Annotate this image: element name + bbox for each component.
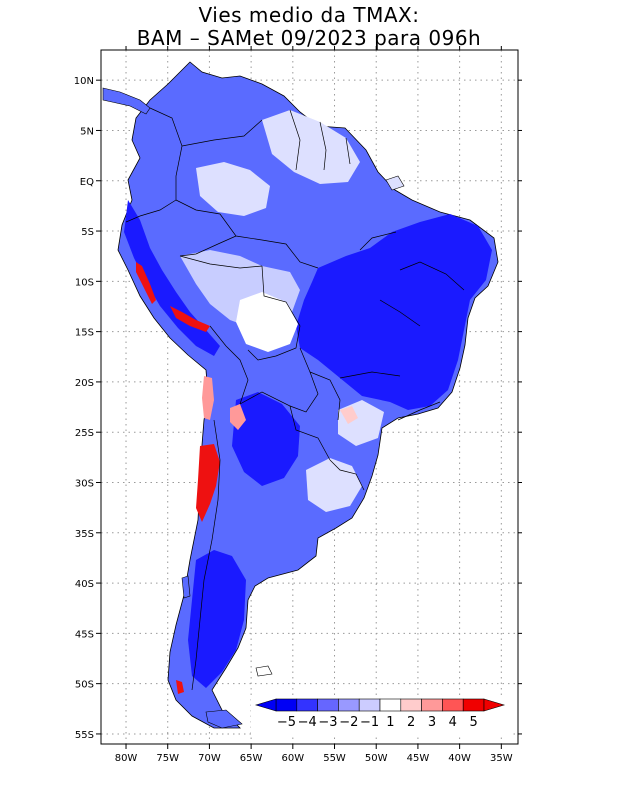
strong-blue-brazil-northeast [296,214,492,410]
red-patagonia-west [176,680,184,694]
map-title-line2: BAM – SAMet 09/2023 para 096h [136,26,482,50]
strong-blue-andes [124,200,220,356]
pink-paraguay [340,406,358,424]
lon-tick-label: 65W [240,753,263,764]
white-bolivia [236,292,298,352]
colorbar-label: 4 [449,715,457,730]
colorbar-box [275,698,298,712]
colorbar-labels: −5 −4 −3 −2 −1 1 2 3 4 5 [277,715,478,730]
colorbar-arrow-right [483,698,506,712]
colorbar-boxes [254,698,506,712]
lon-tick-label: 45W [407,753,430,764]
lat-tick-label: 5S [81,227,94,238]
lon-tick-label: 55W [323,753,346,764]
red-peru-highlands [170,306,210,332]
lon-tick-label: 75W [156,753,179,764]
lon-tick-label: 35W [490,753,513,764]
colorbar-label: −2 [339,715,358,730]
pink-argentina-northwest [230,404,246,430]
island-marajo [385,175,405,191]
colorbar-label: 1 [386,715,394,730]
red-peru-coast [136,262,156,304]
colorbar-label: 5 [469,715,477,730]
pale-guianas [262,110,360,184]
lon-tick-label: 50W [365,753,388,764]
lat-tick-label: 10S [75,277,94,288]
colorbar-box [442,698,464,712]
lon-tick-label: 60W [282,753,305,764]
lat-tick-label: 50S [75,680,94,691]
continent-layer [102,61,499,729]
tierra-del-fuego [205,709,243,729]
central-america-strip [102,87,151,115]
lat-tick-label: 45S [75,629,94,640]
colorbar-box [338,698,360,712]
colorbar-box [400,698,422,712]
strong-blue-patagonia [188,550,246,688]
strong-blue-chaco [232,392,300,486]
lat-tick-label: 20S [75,378,94,389]
map-frame-border [100,49,519,745]
colorbar-box [317,698,339,712]
lat-tick-label: 40S [75,579,94,590]
red-chile-central [196,444,220,522]
falkland-islands [255,665,273,677]
lat-tick-label: 55S [75,730,94,741]
colorbar-label: −1 [360,715,379,730]
colorbar: −5 −4 −3 −2 −1 1 2 3 4 5 [251,695,513,737]
colorbar-box [296,698,318,712]
colorbar-label: 2 [407,715,415,730]
pink-chile-north [202,376,214,420]
pale-amazon-north [196,162,270,216]
map-title-line1: Vies medio da TMAX: [198,3,420,27]
colorbar-label: 3 [428,715,436,730]
island-chiloe [181,575,191,599]
lat-tick-label: 30S [75,478,94,489]
lat-tick-label: EQ [80,177,94,188]
lon-tick-label: 40W [448,753,471,764]
axis-ticks: 80W 75W 70W 65W 60W 55W 50W 45W 40W 35W 10N 5N EQ 5S 1… [74,46,522,764]
lat-tick-label: 15S [75,328,94,339]
colorbar-box [462,698,485,712]
lon-tick-label: 70W [198,753,221,764]
colorbar-arrow-left [254,698,277,712]
lat-tick-label: 5N [80,126,94,137]
colorbar-box [379,698,402,712]
colorbar-label: −4 [298,715,317,730]
lon-tick-label: 80W [115,753,138,764]
colorbar-box [421,698,443,712]
colorbar-box [358,698,381,712]
lat-tick-label: 35S [75,529,94,540]
country-borders [125,107,465,691]
lat-tick-label: 25S [75,428,94,439]
colorbar-label: −3 [318,715,337,730]
lat-tick-label: 10N [74,76,94,87]
pale-uruguay [306,458,362,512]
colorbar-label: −5 [277,715,296,730]
